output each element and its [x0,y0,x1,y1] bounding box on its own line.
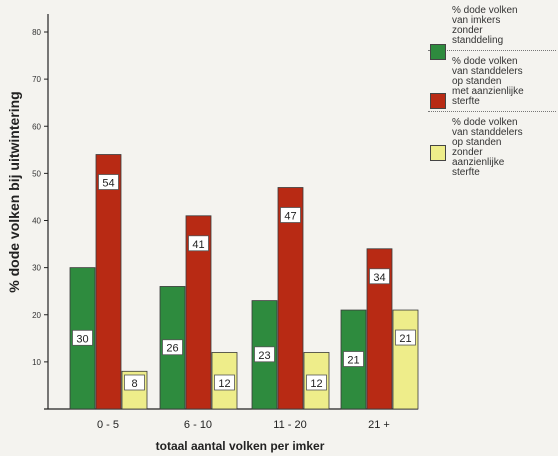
legend-label: % dode volken van standdelers op standen… [452,118,556,178]
legend-item-sharing-low-mortality: % dode volken van standdelers op standen… [428,118,556,182]
legend-item-sharing-high-mortality: % dode volken van standdelers op standen… [428,57,556,112]
y-tick-label: 50 [32,169,41,178]
x-tick-label: 6 - 10 [184,419,212,431]
x-tick-label: 11 - 20 [273,419,306,431]
legend-swatch-red [430,93,446,109]
legend-swatch-yellow [430,145,446,161]
data-label: 12 [310,378,322,390]
data-label: 8 [131,378,137,390]
x-axis-title: totaal aantal volken per imker [80,439,400,453]
y-tick-label: 30 [32,264,41,273]
bar [96,155,121,409]
data-label: 54 [102,178,114,190]
data-label: 21 [399,333,411,345]
data-label: 23 [258,350,270,362]
y-tick-label: 60 [32,122,41,131]
chart-bars [70,155,418,409]
y-axis-title: % dode volken bij uitwintering [6,72,22,312]
bar [393,310,418,409]
y-tick-label: 40 [32,217,41,226]
y-tick-label: 10 [32,358,41,367]
legend-label: % dode volken van standdelers op standen… [452,57,556,107]
data-label: 12 [218,378,230,390]
data-label: 47 [284,211,296,223]
legend-label: % dode volken van imkers zonder standdel… [452,6,556,46]
data-label: 21 [347,355,359,367]
y-tick-label: 80 [32,28,41,37]
data-label: 30 [76,333,88,345]
chart-legend: % dode volken van imkers zonder standdel… [428,6,556,188]
legend-item-no-sharing: % dode volken van imkers zonder standdel… [428,6,556,51]
data-label: 41 [192,239,204,251]
y-tick-label: 20 [32,311,41,320]
y-tick-label: 70 [32,75,41,84]
data-label: 34 [373,272,385,284]
data-label: 26 [166,343,178,355]
x-tick-label: 0 - 5 [97,419,119,431]
x-tick-label: 21 + [368,419,390,431]
